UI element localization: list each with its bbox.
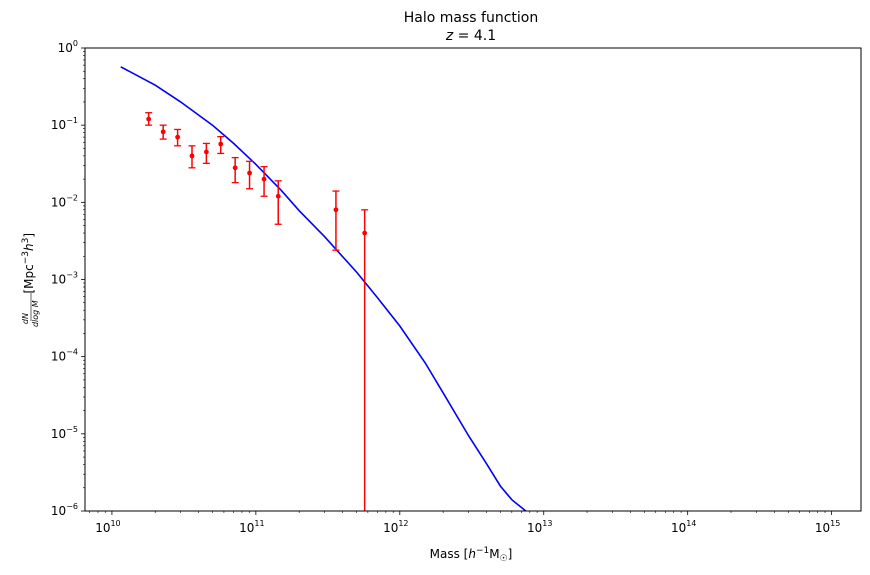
y-tick-label: 10−6 — [51, 502, 78, 518]
y-tick-base: 10 — [51, 273, 66, 287]
x-tick-label: 1014 — [671, 519, 696, 535]
x-tick-base: 10 — [527, 521, 542, 535]
x-axis: 1010 1011 1012 1013 1014 1015 — [89, 511, 840, 535]
data-point — [333, 207, 339, 213]
data-point — [362, 230, 368, 236]
x-tick-exponent: 11 — [254, 519, 264, 528]
data-point — [275, 193, 281, 199]
y-tick-exponent: −4 — [66, 348, 78, 357]
y-axis-label: dNdlog M [Mpc−3h3] — [21, 233, 40, 327]
y-tick-exponent: 0 — [73, 39, 78, 48]
series-layer — [120, 66, 527, 512]
model-curve — [120, 66, 527, 512]
x-tick-base: 10 — [383, 521, 398, 535]
data-point — [146, 116, 152, 122]
x-tick-exponent: 15 — [830, 519, 840, 528]
x-tick-base: 10 — [239, 521, 254, 535]
x-tick-exponent: 10 — [110, 519, 120, 528]
x-tick-label: 1015 — [815, 519, 840, 535]
data-point — [261, 176, 267, 182]
chart-title: Halo mass function — [404, 10, 538, 26]
data-point — [203, 149, 209, 155]
y-tick-base: 10 — [51, 350, 66, 364]
y-tick-exponent: −5 — [66, 425, 78, 434]
y-tick-exponent: −2 — [66, 193, 78, 202]
y-tick-label: 10−1 — [51, 116, 78, 132]
x-axis-label: Mass [h−1M☉] — [430, 546, 513, 564]
data-point — [175, 134, 181, 140]
x-tick-exponent: 14 — [686, 519, 696, 528]
y-tick-label: 10−3 — [51, 271, 78, 287]
x-tick-base: 10 — [95, 521, 110, 535]
y-tick-exponent: −3 — [66, 271, 78, 280]
x-tick-label: 1011 — [239, 519, 264, 535]
y-tick-exponent: −6 — [66, 502, 78, 511]
plot-background — [85, 48, 861, 511]
data-point — [247, 170, 252, 176]
x-tick-base: 10 — [815, 521, 830, 535]
y-tick-label: 10−4 — [51, 348, 78, 364]
data-point — [218, 141, 224, 147]
y-tick-base: 10 — [51, 504, 66, 518]
y-tick-base: 10 — [51, 427, 66, 441]
svg-text:dNdlog M [Mpc−3h3]: dNdlog M [Mpc−3h3] — [21, 233, 40, 327]
y-tick-label: 10−5 — [51, 425, 78, 441]
y-tick-exponent: −1 — [66, 116, 78, 125]
y-tick-label: 10−2 — [51, 193, 78, 209]
x-tick-label: 1010 — [95, 519, 120, 535]
plot-area — [84, 47, 862, 512]
y-tick-label: 100 — [58, 39, 78, 55]
x-tick-label: 1013 — [527, 519, 552, 535]
data-point — [189, 153, 195, 159]
x-tick-exponent: 13 — [542, 519, 552, 528]
data-point — [160, 129, 166, 135]
y-tick-base: 10 — [58, 41, 73, 55]
y-tick-base: 10 — [51, 195, 66, 209]
x-tick-label: 1012 — [383, 519, 408, 535]
x-tick-exponent: 12 — [398, 519, 408, 528]
y-tick-base: 10 — [51, 118, 66, 132]
data-point — [232, 165, 238, 171]
chart-subtitle: z = 4.1 — [445, 28, 496, 44]
x-tick-base: 10 — [671, 521, 686, 535]
